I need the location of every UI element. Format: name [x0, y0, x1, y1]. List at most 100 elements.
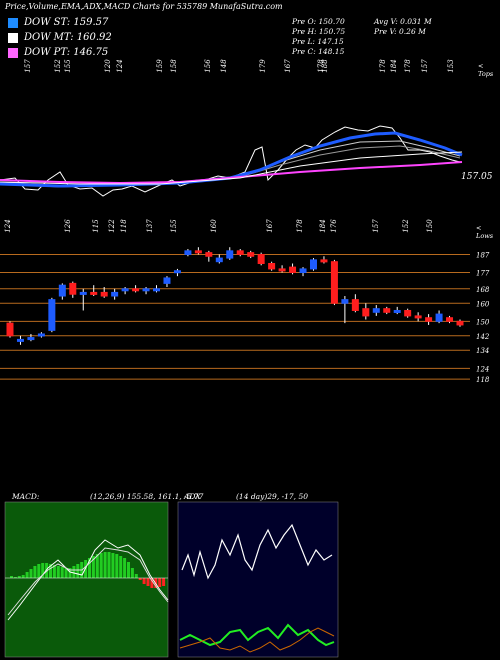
- macd-histogram-bar: [123, 558, 127, 578]
- macd-histogram-bar: [111, 553, 115, 578]
- last-close-label: 157.05: [461, 172, 493, 182]
- macd-histogram-bar: [107, 552, 111, 578]
- macd-histogram-bar: [52, 565, 56, 578]
- macd-histogram-bar: [33, 566, 37, 578]
- low-label: 178: [296, 219, 304, 233]
- candle-body: [79, 291, 87, 295]
- dow-mt-line: [0, 151, 463, 185]
- legend-label-mt: DOW MT: 160.92: [24, 32, 112, 43]
- adx-title: ADX: [184, 492, 201, 501]
- top-label: 153: [447, 59, 455, 73]
- stat-prev-open: Pre O: 150.70: [292, 17, 345, 26]
- price-level-label: 142: [476, 333, 490, 341]
- top-label: 148: [220, 59, 228, 73]
- candle-body: [215, 257, 223, 263]
- candle-body: [132, 288, 140, 292]
- top-label: 178: [317, 59, 325, 73]
- low-label: 118: [120, 219, 128, 233]
- price-levels-group: 187 177 168 160 150 142 134 124 118: [0, 251, 490, 384]
- top-label: 157: [421, 59, 429, 73]
- candle-body: [299, 268, 307, 274]
- candle-body: [414, 315, 422, 319]
- candle-body: [111, 291, 119, 297]
- low-label: 155: [170, 219, 178, 233]
- candle-body: [100, 291, 108, 297]
- top-label: 178: [379, 59, 387, 73]
- low-label: 160: [210, 219, 218, 233]
- macd-histogram-bar: [41, 563, 45, 578]
- macd-histogram-bar: [88, 558, 91, 578]
- adx-background: [177, 501, 339, 658]
- price-level-label: 187: [476, 251, 490, 259]
- candle-body: [205, 252, 213, 257]
- price-level-label: 124: [476, 365, 489, 373]
- candle-body: [393, 309, 401, 313]
- macd-histogram-bar: [21, 575, 25, 578]
- legend-swatch-mt: [8, 32, 18, 43]
- macd-histogram-bar: [49, 564, 52, 578]
- candle-body: [16, 338, 24, 342]
- candle-body: [58, 284, 66, 297]
- low-labels-group: 124 126 115 122 118 137 155 160 167 178 184 176 157 1…: [4, 219, 434, 233]
- candle-body: [404, 309, 412, 317]
- macd-histogram-bar: [29, 569, 33, 578]
- ema-lines-group: [0, 125, 463, 197]
- candle-body: [173, 270, 181, 274]
- macd-histogram-bar: [72, 566, 76, 578]
- candle-body: [48, 299, 56, 331]
- lows-side-label: < Lows: [476, 224, 494, 240]
- chart-title: Price,Volume,EMA,ADX,MACD Charts for 535…: [5, 2, 283, 11]
- macd-histogram-bar: [150, 578, 154, 588]
- macd-title: MACD:: [12, 492, 40, 501]
- macd-histogram-bar: [68, 568, 72, 578]
- stat-prev-low: Pre L: 147.15: [292, 37, 344, 46]
- macd-histogram-bar: [146, 578, 150, 586]
- top-label: 156: [204, 59, 212, 73]
- low-label: 124: [4, 219, 12, 232]
- macd-histogram-bar: [37, 564, 41, 578]
- candle-body: [351, 299, 359, 311]
- adx-panel: [177, 501, 339, 658]
- di-minus-line: [179, 627, 335, 653]
- candle-body: [194, 250, 202, 254]
- stat-prev-volume: Pre V: 0.26 M: [374, 27, 426, 36]
- macd-histogram-bar: [13, 577, 17, 578]
- candle-body: [289, 266, 297, 274]
- candle-body: [435, 313, 443, 322]
- top-label: 157: [24, 59, 32, 73]
- macd-histogram-bar: [91, 556, 95, 578]
- adx-values: (14 day)29, -17, 50: [236, 492, 308, 501]
- candle-body: [90, 291, 98, 295]
- candle-body: [121, 288, 129, 292]
- top-label: 159: [156, 59, 164, 73]
- macd-signal-line: [7, 547, 169, 616]
- low-label: 126: [64, 219, 72, 233]
- legend-dow-pt: DOW PT: 146.75: [8, 47, 108, 58]
- low-label: 137: [146, 219, 154, 233]
- macd-histogram-bar: [99, 553, 103, 578]
- macd-histogram-bar: [162, 578, 166, 586]
- top-label: 178: [404, 59, 412, 73]
- dow-pt-line: [0, 161, 463, 185]
- candles-group: [6, 247, 464, 345]
- stat-prev-close: Pre C: 148.15: [292, 47, 345, 56]
- macd-histogram-bar: [60, 567, 64, 578]
- macd-histogram-bar: [56, 566, 60, 578]
- macd-histogram-bar: [127, 562, 130, 578]
- macd-histogram-bar: [95, 554, 99, 578]
- legend-swatch-pt: [8, 47, 18, 58]
- macd-histogram-bar: [25, 572, 29, 578]
- candle-body: [309, 259, 317, 270]
- candle-body: [142, 288, 150, 292]
- macd-histogram-bar: [115, 554, 119, 578]
- price-level-label: 134: [476, 347, 489, 355]
- macd-histogram-bar: [158, 578, 162, 587]
- macd-histogram-bar: [103, 552, 107, 578]
- top-label: 184: [390, 59, 398, 72]
- macd-histogram-bar: [130, 568, 134, 578]
- price-line: [0, 125, 461, 197]
- candle-body: [341, 299, 349, 304]
- macd-histogram-bar: [119, 556, 123, 578]
